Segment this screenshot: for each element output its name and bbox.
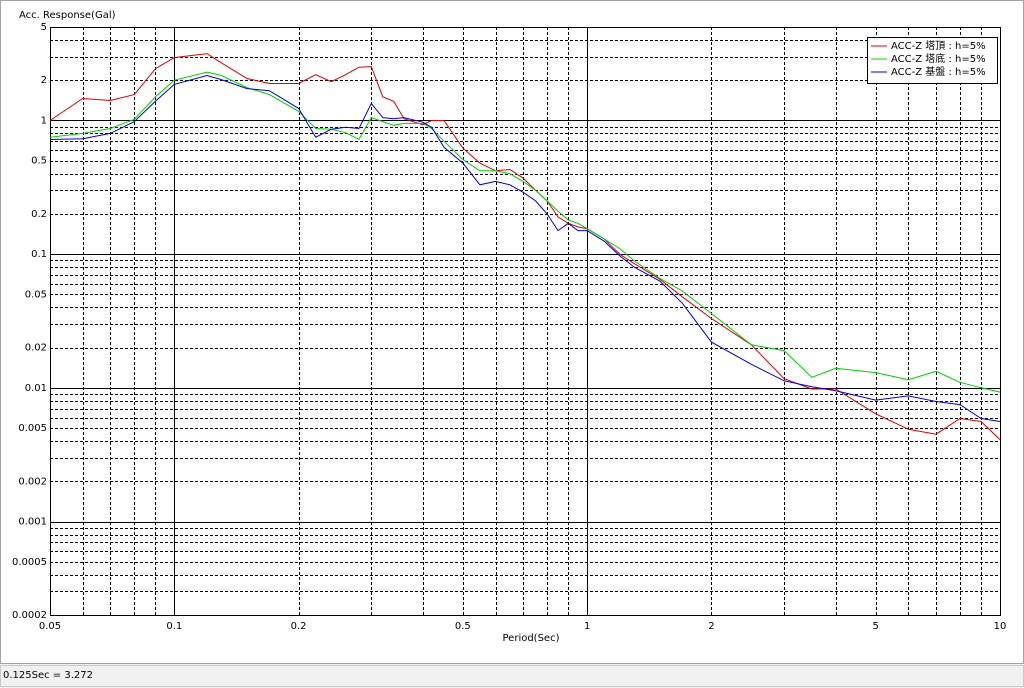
y-tick-label: 0.0005 [12, 557, 47, 568]
status-bar: 0.125Sec = 3.272 [0, 665, 1024, 687]
series-line [49, 74, 1001, 422]
x-tick-label: 0.5 [455, 621, 471, 632]
legend-label: ACC-Z 基盤 : h=5% [891, 65, 986, 78]
chart-window: Acc. Response(Gal) Period(Sec) 0.05 0.1 0.… [0, 0, 1024, 664]
x-tick-label: 0.05 [39, 621, 61, 632]
x-tick-label: 1 [584, 621, 590, 632]
y-tick-label: 0.0002 [12, 610, 47, 621]
y-tick-label: 0.005 [18, 423, 47, 434]
y-tick-label: 0.5 [31, 156, 47, 167]
legend-label: ACC-Z 塔底 : h=5% [891, 52, 986, 65]
legend-box [867, 37, 998, 84]
y-tick-label: 5 [41, 22, 47, 33]
x-tick-label: 2 [708, 621, 714, 632]
y-tick-label: 0.02 [25, 343, 47, 354]
series-line [49, 53, 1001, 440]
y-tick-label: 0.002 [18, 476, 47, 487]
x-tick-label: 5 [873, 621, 879, 632]
x-tick-label: 10 [994, 621, 1007, 632]
x-axis-label: Period(Sec) [503, 633, 560, 644]
plot-frame [50, 27, 1001, 616]
x-tick-label: 0.2 [291, 621, 307, 632]
series-line [49, 71, 1001, 393]
y-tick-label: 1 [41, 115, 47, 126]
legend-label: ACC-Z 塔頂 : h=5% [891, 39, 986, 52]
y-axis-label: Acc. Response(Gal) [19, 10, 116, 21]
y-tick-label: 2 [41, 75, 47, 86]
y-tick-label: 0.001 [18, 517, 47, 528]
y-tick-label: 0.2 [31, 209, 47, 220]
y-tick-label: 0.05 [25, 289, 47, 300]
legend: ACC-Z 塔頂 : h=5%ACC-Z 塔底 : h=5%ACC-Z 基盤 :… [867, 37, 998, 84]
chart: Acc. Response(Gal) Period(Sec) 0.05 0.1 0.… [12, 10, 1007, 644]
x-tick-label: 0.1 [166, 621, 182, 632]
y-tick-label: 0.1 [31, 249, 47, 260]
y-tick-label: 0.01 [25, 383, 47, 394]
